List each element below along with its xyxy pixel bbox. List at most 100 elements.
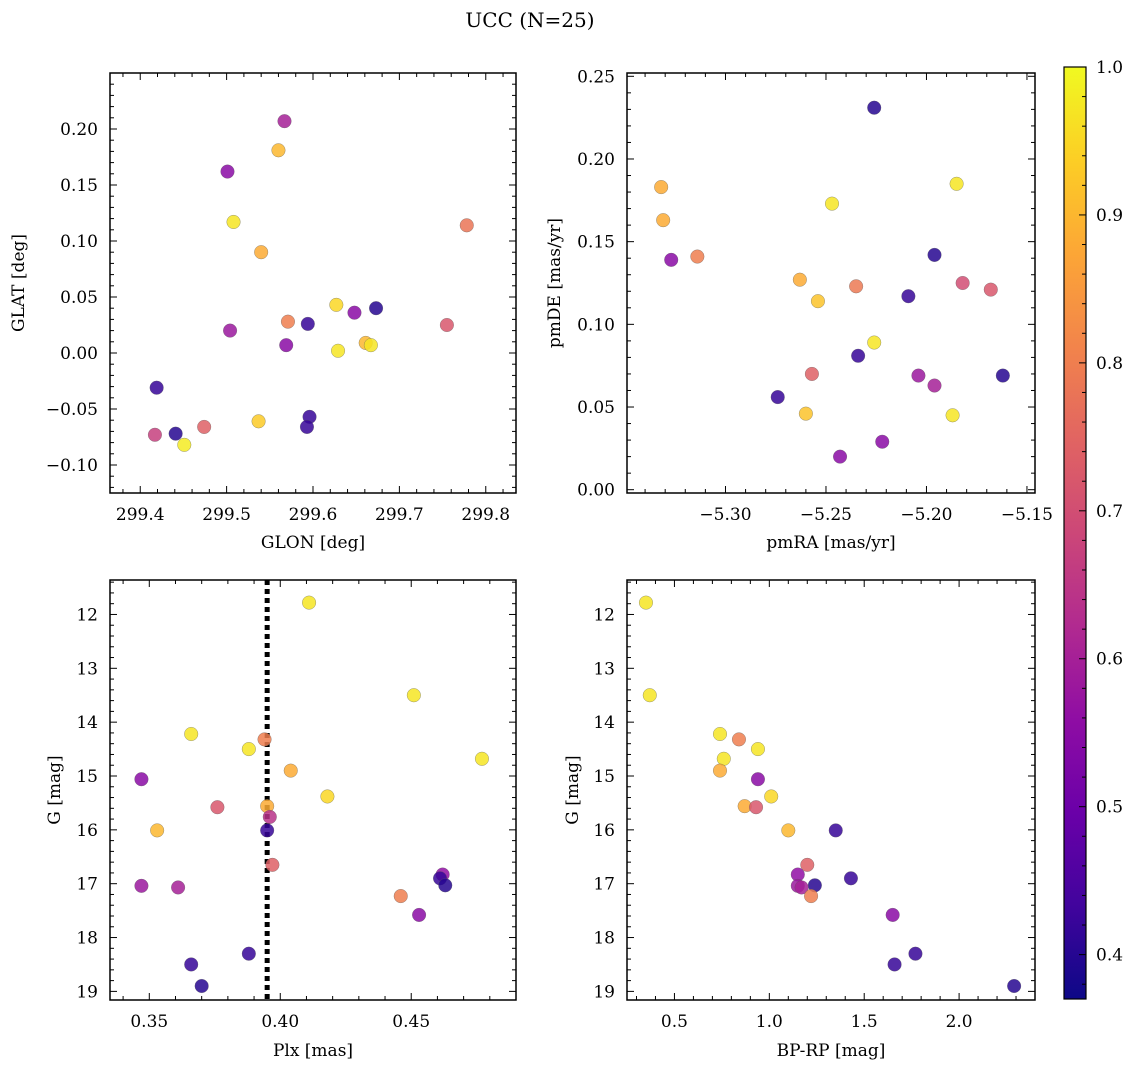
data-point xyxy=(927,247,942,262)
data-point xyxy=(945,408,960,423)
data-point xyxy=(283,763,298,778)
data-point xyxy=(664,252,679,267)
data-point xyxy=(262,809,277,824)
y-tick-label: 0.25 xyxy=(577,67,615,87)
data-point xyxy=(223,323,238,338)
colorbar-tick-label: 0.8 xyxy=(1096,354,1123,374)
data-point xyxy=(887,957,902,972)
y-axis-label: GLAT [deg] xyxy=(9,234,29,332)
data-point xyxy=(764,789,779,804)
data-point xyxy=(798,406,813,421)
data-point xyxy=(843,871,858,886)
data-point xyxy=(393,889,408,904)
x-tick-label: 1.5 xyxy=(851,1012,878,1032)
data-point xyxy=(750,772,765,787)
data-point xyxy=(251,414,266,429)
y-tick-label: −0.05 xyxy=(46,400,98,420)
x-tick-label: 1.0 xyxy=(756,1012,783,1032)
data-point xyxy=(875,434,890,449)
x-axis-label: BP-RP [mag] xyxy=(777,1041,886,1061)
data-point xyxy=(955,275,970,291)
data-point xyxy=(134,772,149,787)
x-tick-label: 0.45 xyxy=(392,1012,430,1032)
y-tick-label: 0.05 xyxy=(60,288,98,308)
data-point xyxy=(654,180,669,195)
data-point xyxy=(241,742,256,757)
data-point xyxy=(908,946,923,961)
data-point xyxy=(794,880,809,895)
data-point xyxy=(194,978,209,994)
data-point xyxy=(642,688,657,703)
data-point xyxy=(279,338,294,353)
data-point xyxy=(638,595,654,610)
data-point xyxy=(280,314,295,329)
data-point xyxy=(254,245,269,260)
x-tick-label: −5.30 xyxy=(699,505,751,525)
scatter-panel-4: 0.5 1.0 1.5 2.0 12 13 14 15 16 17 18 19 BP-RP [mag] G… xyxy=(563,579,1036,1061)
y-axis-label: pmDE [mas/yr] xyxy=(545,218,565,348)
data-point xyxy=(867,335,882,350)
data-point xyxy=(810,294,825,309)
y-tick-label: 18 xyxy=(593,929,615,949)
x-axis-label: GLON [deg] xyxy=(261,533,365,553)
data-point xyxy=(712,726,728,742)
data-point xyxy=(331,343,346,358)
data-point xyxy=(329,297,344,312)
x-tick-label: 299.8 xyxy=(461,505,510,525)
y-tick-label: 0.20 xyxy=(577,150,615,170)
figure-title: UCC (N=25) xyxy=(465,8,594,32)
data-point xyxy=(851,348,866,363)
data-point xyxy=(412,907,427,922)
x-tick-label: −5.15 xyxy=(1001,505,1053,525)
y-tick-label: 0.15 xyxy=(577,233,615,253)
data-point xyxy=(241,946,256,961)
y-tick-label: 0.10 xyxy=(60,232,98,252)
y-tick-label: 16 xyxy=(76,821,98,841)
data-point xyxy=(265,857,280,872)
x-axis-label: pmRA [mas/yr] xyxy=(766,533,895,553)
y-tick-label: 0.20 xyxy=(60,120,98,140)
data-point xyxy=(257,732,272,747)
y-tick-label: −0.10 xyxy=(46,456,98,476)
data-point xyxy=(748,800,764,815)
y-tick-label: 13 xyxy=(76,659,98,679)
data-point xyxy=(804,889,819,904)
data-point xyxy=(849,279,864,294)
y-tick-label: 12 xyxy=(76,605,98,625)
colorbar-gradient xyxy=(1063,66,1087,1000)
data-point xyxy=(828,823,843,838)
data-point xyxy=(995,368,1010,383)
x-tick-label: 0.5 xyxy=(661,1012,688,1032)
colorbar-tick-label: 0.5 xyxy=(1096,798,1123,818)
x-tick-label: 0.40 xyxy=(261,1012,299,1032)
data-point xyxy=(911,368,926,383)
y-tick-label: 19 xyxy=(593,982,615,1002)
data-point xyxy=(731,732,747,747)
data-point xyxy=(302,595,317,610)
data-point xyxy=(792,272,807,287)
data-point xyxy=(184,957,199,972)
data-point xyxy=(171,880,186,895)
data-point xyxy=(885,907,900,922)
y-tick-label: 15 xyxy=(593,767,615,787)
data-point xyxy=(406,688,421,703)
data-point xyxy=(459,218,474,233)
data-point xyxy=(824,196,840,211)
y-tick-label: 17 xyxy=(76,875,98,895)
data-point xyxy=(177,437,192,452)
x-axis-label: Plx [mas] xyxy=(273,1041,353,1061)
data-point xyxy=(168,426,183,441)
data-point xyxy=(320,789,335,804)
colorbar-tick-label: 1.0 xyxy=(1096,58,1123,78)
data-point xyxy=(277,114,292,129)
data-point xyxy=(770,390,785,405)
data-point xyxy=(150,823,165,838)
y-tick-label: 0.15 xyxy=(60,176,98,196)
data-point xyxy=(226,214,241,230)
colorbar: 0.4 0.5 0.6 0.7 0.8 0.9 1.0 xyxy=(1063,58,1123,1000)
y-tick-label: 0.10 xyxy=(577,315,615,335)
y-tick-label: 0.00 xyxy=(577,481,615,501)
scatter-panel-3: 0.35 0.40 0.45 12 13 14 15 16 17 18 19 Plx [mas] G [… xyxy=(45,579,517,1061)
y-axis-label: G [mag] xyxy=(563,755,583,824)
